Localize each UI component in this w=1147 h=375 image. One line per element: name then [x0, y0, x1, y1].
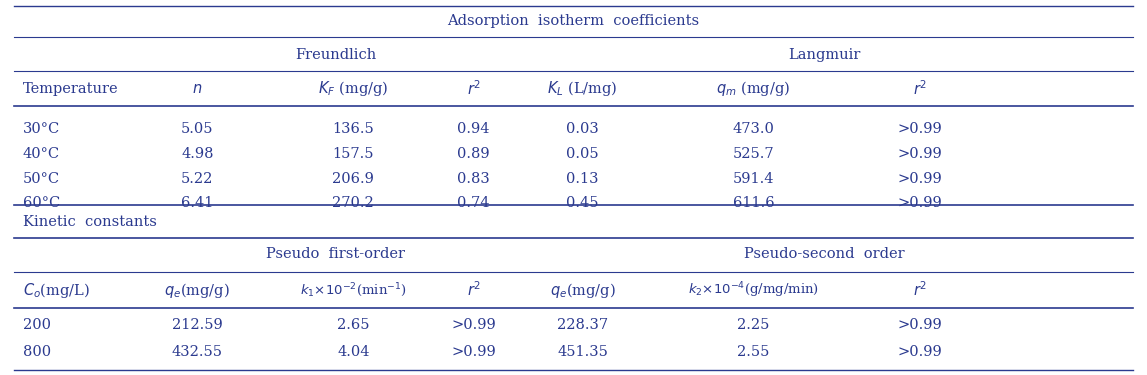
Text: 0.89: 0.89 [458, 147, 490, 161]
Text: 611.6: 611.6 [733, 196, 774, 210]
Text: $\it{C_o}$(mg/L): $\it{C_o}$(mg/L) [23, 280, 91, 300]
Text: 157.5: 157.5 [333, 147, 374, 161]
Text: $\it{q_e}$(mg/g): $\it{q_e}$(mg/g) [164, 280, 231, 300]
Text: 212.59: 212.59 [172, 318, 223, 332]
Text: 0.94: 0.94 [458, 122, 490, 136]
Text: 206.9: 206.9 [333, 172, 374, 186]
Text: $\it{r}^2$: $\it{r}^2$ [913, 280, 927, 299]
Text: 60°C: 60°C [23, 196, 60, 210]
Text: 473.0: 473.0 [733, 122, 774, 136]
Text: >0.99: >0.99 [897, 196, 943, 210]
Text: 591.4: 591.4 [733, 172, 774, 186]
Text: 2.65: 2.65 [337, 318, 369, 332]
Text: Pseudo-second  order: Pseudo-second order [744, 247, 905, 261]
Text: >0.99: >0.99 [897, 318, 943, 332]
Text: Pseudo  first-order: Pseudo first-order [266, 247, 405, 261]
Text: 2.25: 2.25 [738, 318, 770, 332]
Text: $\it{K_L}$ (L/mg): $\it{K_L}$ (L/mg) [547, 80, 618, 99]
Text: $\it{q_e}$(mg/g): $\it{q_e}$(mg/g) [549, 280, 616, 300]
Text: 0.03: 0.03 [567, 122, 599, 136]
Text: 0.05: 0.05 [567, 147, 599, 161]
Text: $\it{r}^2$: $\it{r}^2$ [467, 280, 481, 299]
Text: 5.22: 5.22 [181, 172, 213, 186]
Text: $\it{q_m}$ (mg/g): $\it{q_m}$ (mg/g) [717, 80, 790, 99]
Text: >0.99: >0.99 [897, 345, 943, 359]
Text: 50°C: 50°C [23, 172, 60, 186]
Text: 270.2: 270.2 [333, 196, 374, 210]
Text: $\it{n}$: $\it{n}$ [193, 82, 202, 96]
Text: 0.83: 0.83 [458, 172, 490, 186]
Text: $\it{k_2}$$\times$$10^{-4}$(g/mg/min): $\it{k_2}$$\times$$10^{-4}$(g/mg/min) [688, 280, 819, 300]
Text: 2.55: 2.55 [738, 345, 770, 359]
Text: >0.99: >0.99 [451, 318, 497, 332]
Text: 6.41: 6.41 [181, 196, 213, 210]
Text: >0.99: >0.99 [897, 147, 943, 161]
Text: 4.98: 4.98 [181, 147, 213, 161]
Text: >0.99: >0.99 [897, 122, 943, 136]
Text: 228.37: 228.37 [557, 318, 608, 332]
Text: 0.13: 0.13 [567, 172, 599, 186]
Text: $\it{k_1}$$\times$$10^{-2}$(min$^{-1}$): $\it{k_1}$$\times$$10^{-2}$(min$^{-1}$) [299, 281, 407, 299]
Text: 200: 200 [23, 318, 50, 332]
Text: 0.45: 0.45 [567, 196, 599, 210]
Text: >0.99: >0.99 [451, 345, 497, 359]
Text: 40°C: 40°C [23, 147, 60, 161]
Text: 525.7: 525.7 [733, 147, 774, 161]
Text: >0.99: >0.99 [897, 172, 943, 186]
Text: 4.04: 4.04 [337, 345, 369, 359]
Text: Kinetic  constants: Kinetic constants [23, 215, 157, 229]
Text: 0.74: 0.74 [458, 196, 490, 210]
Text: $\it{r}^2$: $\it{r}^2$ [467, 80, 481, 98]
Text: 432.55: 432.55 [172, 345, 223, 359]
Text: Temperature: Temperature [23, 82, 118, 96]
Text: 800: 800 [23, 345, 52, 359]
Text: 451.35: 451.35 [557, 345, 608, 359]
Text: $\it{r}^2$: $\it{r}^2$ [913, 80, 927, 98]
Text: $\it{K_F}$ (mg/g): $\it{K_F}$ (mg/g) [318, 80, 389, 99]
Text: 30°C: 30°C [23, 122, 60, 136]
Text: 5.05: 5.05 [181, 122, 213, 136]
Text: 136.5: 136.5 [333, 122, 374, 136]
Text: Adsorption  isotherm  coefficients: Adsorption isotherm coefficients [447, 14, 700, 28]
Text: Freundlich: Freundlich [295, 48, 376, 62]
Text: Langmuir: Langmuir [788, 48, 861, 62]
